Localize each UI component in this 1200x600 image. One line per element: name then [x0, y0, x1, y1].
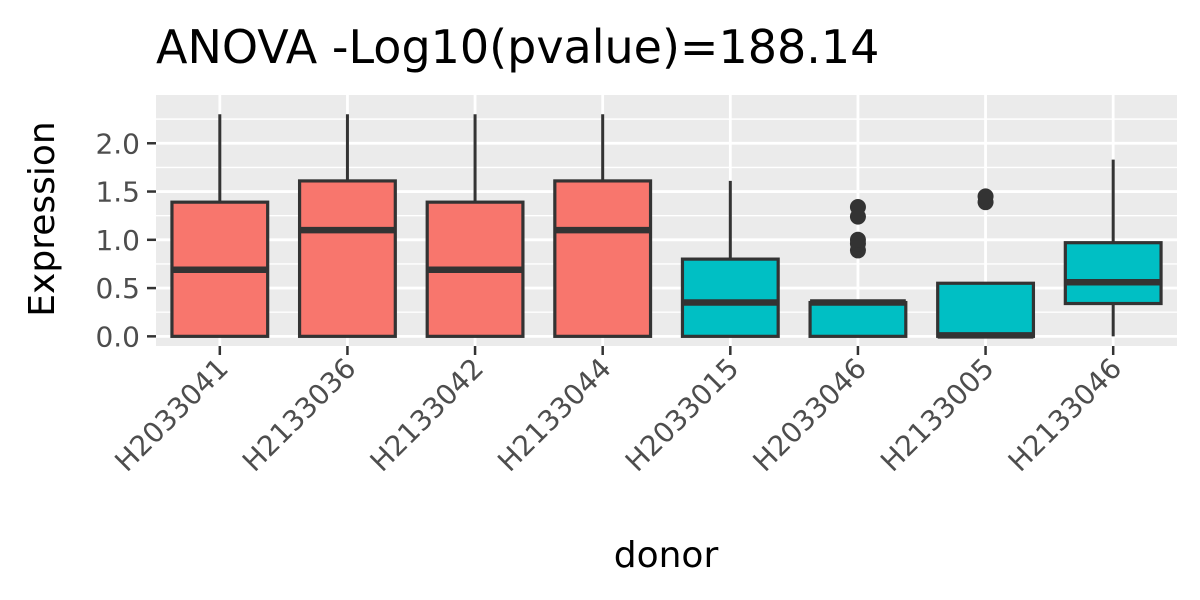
- boxes-layer: [170, 114, 1163, 339]
- y-tick-label: 1.5: [95, 176, 140, 209]
- box-body: [936, 281, 1036, 338]
- x-tick-label: H2133042: [364, 352, 490, 478]
- y-axis: 0.0 0.5 1.0 1.5 2.0: [95, 127, 156, 353]
- y-tick-label: 1.0: [95, 224, 140, 257]
- box-H2133044: [553, 114, 653, 338]
- x-tick-label: H2133046: [1002, 352, 1128, 478]
- x-tick-label: H2033046: [746, 352, 872, 478]
- y-tick-label: 0.0: [95, 320, 140, 353]
- x-tick-label: H2133005: [874, 352, 1000, 478]
- x-axis: H2033041 H2133036 H2133042 H2133044 H2033015…: [108, 346, 1128, 478]
- box-body: [553, 179, 653, 338]
- box-H2033046: [808, 198, 908, 338]
- x-tick-label: H2133044: [491, 352, 617, 478]
- box-H2033015: [680, 180, 780, 338]
- outlier-point: [977, 188, 994, 205]
- box-body: [1063, 241, 1163, 306]
- box-H2133042: [425, 114, 525, 338]
- x-tick-label: H2033041: [108, 352, 234, 478]
- x-tick-label: H2133036: [236, 352, 362, 478]
- chart-title: ANOVA -Log10(pvalue)=188.14: [156, 20, 879, 74]
- box-H2033041: [170, 114, 270, 338]
- box-H2133005: [936, 188, 1036, 339]
- y-axis-title: Expression: [22, 121, 63, 316]
- x-axis-title: donor: [614, 535, 719, 576]
- box-body: [680, 257, 780, 338]
- y-tick-label: 2.0: [95, 127, 140, 160]
- box-body: [808, 300, 908, 338]
- outlier-point: [849, 208, 866, 225]
- x-tick-label: H2033015: [619, 352, 745, 478]
- y-tick-label: 0.5: [95, 272, 140, 305]
- box-H2133046: [1063, 159, 1163, 337]
- outlier-point: [849, 231, 866, 248]
- box-H2133036: [297, 114, 397, 338]
- box-body: [297, 179, 397, 338]
